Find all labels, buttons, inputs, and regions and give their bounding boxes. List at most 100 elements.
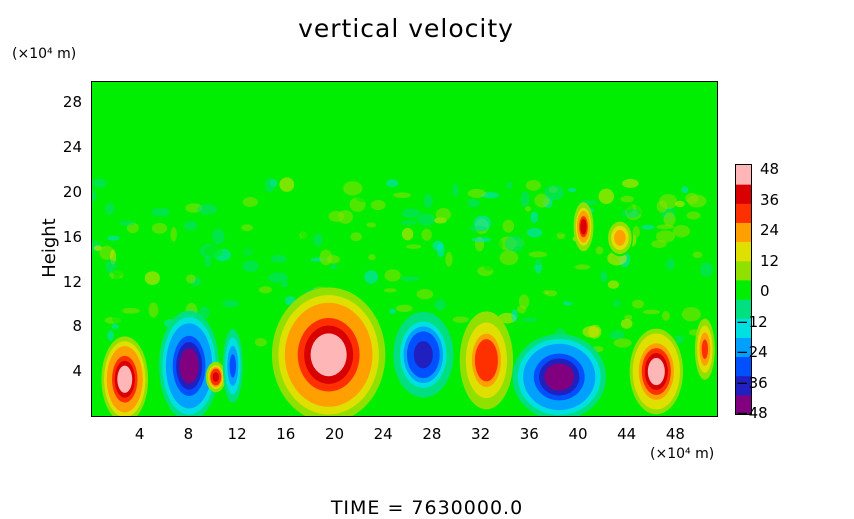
turbulence-cell <box>632 299 645 309</box>
turbulence-cell <box>609 330 625 340</box>
velocity-cell-9 <box>573 202 594 252</box>
turbulence-band <box>92 177 717 354</box>
colorbar-segment <box>736 165 751 185</box>
x-tick-label: 48 <box>665 425 685 443</box>
velocity-cell-8 <box>512 334 606 416</box>
turbulence-cell <box>482 259 495 271</box>
turbulence-cell <box>528 251 548 258</box>
turbulence-cell <box>620 195 634 203</box>
velocity-cell-12 <box>694 318 715 380</box>
turbulence-cell <box>469 225 488 232</box>
x-tick-label: 12 <box>227 425 247 443</box>
turbulence-cell <box>456 257 471 262</box>
turbulence-cell <box>622 178 639 188</box>
turbulence-cell <box>400 276 420 282</box>
velocity-contour <box>229 354 236 378</box>
x-tick-label: 20 <box>324 425 345 443</box>
turbulence-cell <box>204 245 223 258</box>
turbulence-cell <box>574 264 591 270</box>
turbulence-cell <box>595 246 604 255</box>
colorbar-tick-label: 36 <box>760 190 780 209</box>
turbulence-cell <box>204 254 211 268</box>
turbulence-cell <box>499 250 519 266</box>
velocity-cell-4 <box>222 329 243 403</box>
turbulence-cell <box>184 221 198 231</box>
turbulence-cell <box>675 200 685 208</box>
velocity-cell-5 <box>271 287 386 416</box>
turbulence-cell <box>522 317 537 323</box>
colorbar-tick-label: −24 <box>736 343 768 361</box>
turbulence-cell <box>674 250 683 258</box>
turbulence-cell <box>445 252 453 267</box>
turbulence-cell <box>600 270 608 283</box>
velocity-contour <box>413 341 433 369</box>
turbulence-cell <box>401 208 421 218</box>
turbulence-cell <box>651 240 667 249</box>
colorbar-segment <box>736 394 751 414</box>
colorbar-segment <box>736 260 751 281</box>
turbulence-cell <box>423 194 433 208</box>
colorbar-tick-label: 24 <box>760 221 780 239</box>
x-tick-label: 44 <box>617 425 637 443</box>
turbulence-cell <box>525 180 542 191</box>
turbulence-cell <box>662 310 670 321</box>
turbulence-cell <box>449 301 464 316</box>
turbulence-cell <box>268 272 288 283</box>
turbulence-cell <box>436 242 445 258</box>
turbulence-cell <box>185 274 196 284</box>
turbulence-cell <box>400 220 417 225</box>
x-tick-label: 40 <box>568 425 588 443</box>
turbulence-cell <box>143 336 152 343</box>
turbulence-cell <box>434 299 446 311</box>
turbulence-cell <box>620 318 633 329</box>
colorbar-tick-label: 0 <box>760 282 770 300</box>
turbulence-cell <box>681 186 689 194</box>
x-tick-label: 16 <box>276 425 296 443</box>
velocity-cell-2 <box>159 310 220 416</box>
turbulence-cell <box>222 299 239 308</box>
colorbar-tick-label: 12 <box>760 251 780 270</box>
velocity-cell-6 <box>393 311 454 398</box>
turbulence-cell <box>350 232 362 242</box>
colorbar-segment <box>736 203 751 223</box>
x-tick-label: 28 <box>422 425 442 443</box>
turbulence-cell <box>295 253 305 268</box>
turbulence-cell <box>518 294 530 309</box>
x-tick-label: 4 <box>134 425 145 443</box>
turbulence-cell <box>589 177 605 191</box>
turbulence-cell <box>364 270 379 284</box>
y-tick-label: 24 <box>62 138 82 157</box>
colorbar-segment <box>736 222 751 243</box>
turbulence-cell <box>343 181 363 196</box>
turbulence-cell <box>389 308 396 314</box>
colorbar-tick-label: −12 <box>736 312 768 331</box>
x-tick-label: 36 <box>519 425 539 443</box>
turbulence-cell <box>111 324 119 329</box>
velocity-contour <box>117 365 133 393</box>
turbulence-cell <box>212 228 225 245</box>
turbulence-cell <box>524 206 532 212</box>
velocity-cell-7 <box>459 311 514 410</box>
turbulence-cell <box>313 233 323 247</box>
turbulence-cell <box>144 271 160 285</box>
turbulence-cell <box>625 203 634 214</box>
velocity-contour <box>544 363 575 391</box>
turbulence-cell <box>169 264 176 275</box>
turbulence-cell <box>113 272 120 282</box>
turbulence-cell <box>655 230 676 243</box>
velocity-cell-1 <box>101 336 149 416</box>
colorbar-segment <box>736 241 751 262</box>
turbulence-cell <box>249 246 266 257</box>
turbulence-cell <box>264 177 275 193</box>
y-tick-label: 28 <box>62 93 82 112</box>
turbulence-cell <box>635 198 647 215</box>
turbulence-cell <box>685 192 699 204</box>
turbulence-cell <box>686 211 701 220</box>
velocity-contour <box>580 218 587 235</box>
turbulence-cell <box>384 269 401 282</box>
turbulence-cell <box>179 281 190 288</box>
turbulence-cell <box>339 259 354 273</box>
turbulence-cell <box>526 227 543 238</box>
turbulence-cell <box>170 227 177 242</box>
turbulence-cell <box>416 288 434 300</box>
